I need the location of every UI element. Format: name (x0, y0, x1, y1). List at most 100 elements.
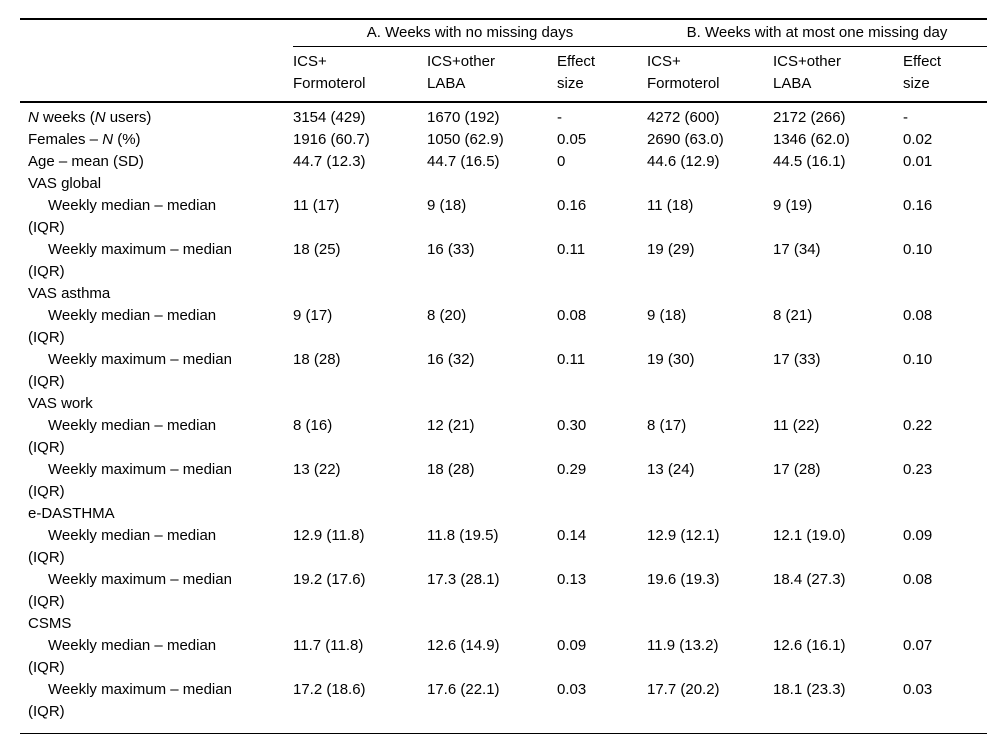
cell-effect-size-a (557, 613, 647, 635)
row-label: Weekly median – median (IQR) (28, 527, 217, 566)
cell-effect-size-b: 0.07 (903, 637, 933, 654)
cell-effect-size-b: 0.08 (903, 307, 933, 324)
cell-ics-formoterol-a: 12.9 (11.8) (293, 527, 365, 544)
table-row: Weekly median – median (IQR) 11 (17) 9 (… (20, 195, 987, 239)
cell-ics-formoterol-b (647, 173, 773, 195)
cell-ics-other-laba-b: 9 (19) (773, 197, 813, 214)
table-row: N weeks (N users) 3154 (429) 1670 (192) … (20, 102, 987, 129)
cell-ics-other-laba-a: 11.8 (19.5) (427, 527, 499, 544)
cell-ics-formoterol-b (647, 393, 773, 415)
column-header-ics-other-laba-a: ICS+other LABA (427, 46, 557, 103)
cell-ics-other-laba-b: 12.1 (19.0) (773, 527, 846, 544)
table-row: Weekly median – median (IQR) 12.9 (11.8)… (20, 525, 987, 569)
cell-effect-size-b: 0.10 (903, 241, 933, 258)
cell-effect-size-a: 0.16 (557, 197, 587, 214)
cell-ics-other-laba-a (427, 173, 557, 195)
cell-effect-size-a (557, 393, 647, 415)
cell-ics-other-laba-a: 8 (20) (427, 307, 467, 324)
group-header-a: A. Weeks with no missing days (293, 19, 647, 47)
cell-effect-size-b: 0.10 (903, 351, 933, 368)
cell-ics-other-laba-a (427, 393, 557, 415)
row-label: VAS global (28, 175, 102, 192)
table-row: Weekly maximum – median (IQR) 18 (25) 16… (20, 239, 987, 283)
cell-ics-formoterol-a: 11 (17) (293, 197, 340, 214)
cell-ics-other-laba-a: 17.6 (22.1) (427, 681, 500, 698)
row-label: Weekly median – median (IQR) (28, 307, 217, 346)
group-header-b: B. Weeks with at most one missing day (647, 19, 987, 47)
cell-effect-size-b: 0.01 (903, 153, 933, 170)
cell-ics-formoterol-b: 19.6 (19.3) (647, 571, 720, 588)
cell-effect-size-b: 0.22 (903, 417, 933, 434)
cell-ics-formoterol-a (293, 173, 427, 195)
row-label: Weekly maximum – median (IQR) (28, 351, 232, 390)
cell-ics-formoterol-a: 8 (16) (293, 417, 333, 434)
cell-effect-size-a: 0.14 (557, 527, 587, 544)
table-row: Weekly median – median (IQR) 8 (16) 12 (… (20, 415, 987, 459)
section-header-row: CSMS (20, 613, 987, 635)
row-label: N weeks (N users) (28, 109, 152, 126)
cell-ics-formoterol-b: 11.9 (13.2) (647, 637, 719, 654)
cell-effect-size-b: 0.16 (903, 197, 933, 214)
row-label: CSMS (28, 615, 72, 632)
empty-label-header-cell (20, 46, 293, 103)
cell-ics-formoterol-a: 3154 (429) (293, 109, 366, 126)
cell-effect-size-b (903, 393, 987, 415)
row-label: Weekly maximum – median (IQR) (28, 241, 232, 280)
cell-ics-other-laba-b (773, 393, 903, 415)
group-header-row: A. Weeks with no missing days B. Weeks w… (20, 19, 987, 47)
cell-ics-formoterol-a: 11.7 (11.8) (293, 637, 364, 654)
cell-ics-other-laba-a: 12.6 (14.9) (427, 637, 500, 654)
cell-ics-formoterol-b: 4272 (600) (647, 109, 720, 126)
cell-ics-formoterol-a (293, 503, 427, 525)
cell-ics-formoterol-b: 19 (30) (647, 351, 695, 368)
weekly-scores-comparison-table: A. Weeks with no missing days B. Weeks w… (20, 18, 987, 734)
cell-effect-size-a: 0.11 (557, 241, 586, 258)
cell-effect-size-a: 0 (557, 153, 566, 170)
cell-effect-size-a (557, 283, 647, 305)
table-row: Weekly maximum – median (IQR) 13 (22) 18… (20, 459, 987, 503)
row-label: Females – N (%) (28, 131, 141, 148)
cell-ics-formoterol-a (293, 613, 427, 635)
row-label: Weekly median – median (IQR) (28, 637, 217, 676)
cell-effect-size-a: 0.05 (557, 131, 587, 148)
cell-effect-size-a: 0.08 (557, 307, 587, 324)
table-row: Weekly median – median (IQR) 11.7 (11.8)… (20, 635, 987, 679)
cell-ics-formoterol-b: 13 (24) (647, 461, 695, 478)
cell-effect-size-a (557, 503, 647, 525)
cell-effect-size-a: 0.11 (557, 351, 586, 368)
cell-ics-other-laba-b: 12.6 (16.1) (773, 637, 846, 654)
cell-ics-formoterol-b (647, 503, 773, 525)
cell-ics-other-laba-a: 44.7 (16.5) (427, 153, 500, 170)
cell-effect-size-b (903, 503, 987, 525)
cell-ics-formoterol-b: 9 (18) (647, 307, 687, 324)
cell-ics-formoterol-b: 8 (17) (647, 417, 687, 434)
section-header-row: e-DASTHMA (20, 503, 987, 525)
cell-ics-formoterol-a: 13 (22) (293, 461, 341, 478)
cell-effect-size-b: 0.09 (903, 527, 933, 544)
cell-ics-other-laba-a: 17.3 (28.1) (427, 571, 500, 588)
cell-ics-formoterol-b: 44.6 (12.9) (647, 153, 720, 170)
cell-effect-size-a: 0.30 (557, 417, 587, 434)
cell-ics-formoterol-a: 9 (17) (293, 307, 333, 324)
cell-ics-other-laba-b: 17 (33) (773, 351, 821, 368)
table-row: Weekly maximum – median (IQR) 18 (28) 16… (20, 349, 987, 393)
cell-ics-other-laba-b: 8 (21) (773, 307, 813, 324)
row-label: Age – mean (SD) (28, 153, 144, 170)
cell-effect-size-b (903, 173, 987, 195)
cell-ics-formoterol-a: 44.7 (12.3) (293, 153, 366, 170)
column-header-ics-formoterol-b: ICS+ Formoterol (647, 46, 773, 103)
cell-ics-other-laba-b: 17 (34) (773, 241, 821, 258)
cell-ics-formoterol-b: 11 (18) (647, 197, 694, 214)
cell-effect-size-b: 0.02 (903, 131, 933, 148)
cell-ics-formoterol-a: 17.2 (18.6) (293, 681, 366, 698)
cell-ics-other-laba-b: 18.4 (27.3) (773, 571, 846, 588)
cell-effect-size-b (903, 283, 987, 305)
cell-ics-formoterol-b: 12.9 (12.1) (647, 527, 720, 544)
cell-ics-formoterol-a: 18 (28) (293, 351, 341, 368)
cell-ics-other-laba-a: 1050 (62.9) (427, 131, 504, 148)
column-header-effect-size-a: Effect size (557, 46, 647, 103)
cell-ics-other-laba-a: 12 (21) (427, 417, 475, 434)
column-header-row: ICS+ Formoterol ICS+other LABA Effect si… (20, 46, 987, 103)
cell-ics-other-laba-a: 1670 (192) (427, 109, 500, 126)
cell-ics-other-laba-a (427, 283, 557, 305)
